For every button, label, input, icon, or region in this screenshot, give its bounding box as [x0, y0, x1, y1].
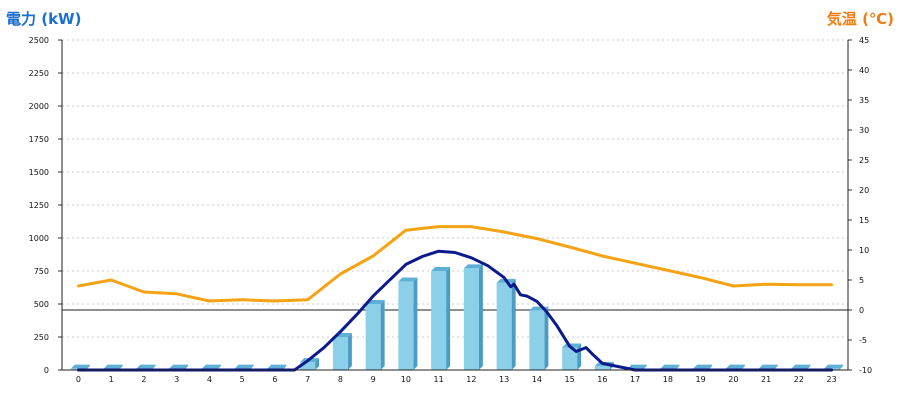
x-tick-label: 11	[434, 375, 444, 384]
x-tick-label: 14	[532, 375, 542, 384]
bar	[365, 304, 381, 370]
x-tick-label: 9	[371, 375, 376, 384]
bar-top	[791, 364, 811, 369]
x-tick-label: 23	[827, 375, 837, 384]
x-tick-label: 17	[630, 375, 640, 384]
bar-side	[446, 267, 451, 370]
x-tick-label: 5	[240, 375, 245, 384]
left-tick-label: 1500	[29, 168, 49, 177]
bar-side	[577, 343, 582, 370]
bar	[431, 271, 447, 370]
bar-top	[70, 364, 90, 369]
bar	[496, 282, 512, 370]
bar	[300, 362, 316, 370]
x-tick-label: 3	[174, 375, 179, 384]
bar-top	[103, 364, 123, 369]
right-tick-label: 5	[859, 276, 864, 285]
bar-top	[725, 364, 745, 369]
grid-layer	[62, 39, 848, 338]
bar	[529, 310, 545, 370]
bar	[398, 281, 414, 370]
bar-top	[136, 364, 156, 369]
x-tick-label: 18	[663, 375, 673, 384]
bar-top	[758, 364, 778, 369]
bar-layer	[70, 264, 844, 370]
bar	[463, 268, 479, 370]
x-tick-label: 6	[272, 375, 277, 384]
x-tick-label: 7	[305, 375, 310, 384]
x-tick-label: 4	[207, 375, 212, 384]
left-tick-label: 1000	[29, 234, 49, 243]
bar-top	[693, 364, 713, 369]
right-tick-label: -5	[859, 336, 867, 345]
right-tick-label: 20	[859, 186, 869, 195]
right-tick-label: 40	[859, 66, 869, 75]
right-tick-label: 0	[859, 306, 864, 315]
right-tick-label: 10	[859, 246, 869, 255]
bar-top	[398, 277, 418, 282]
bar-side	[478, 264, 483, 370]
left-tick-label: 250	[34, 333, 49, 342]
x-tick-label: 13	[499, 375, 509, 384]
bar	[562, 347, 578, 370]
bar	[332, 337, 348, 370]
left-tick-label: 750	[34, 267, 49, 276]
bar-top	[660, 364, 680, 369]
bar-side	[511, 278, 516, 370]
right-tick-label: 45	[859, 36, 869, 45]
bar-side	[315, 358, 320, 370]
right-axis-title: 気温 (℃)	[826, 10, 894, 28]
right-tick-label: 15	[859, 216, 869, 225]
x-tick-label: 15	[565, 375, 575, 384]
x-tick-label: 0	[76, 375, 81, 384]
bar-top	[463, 264, 483, 269]
left-tick-label: 1250	[29, 201, 49, 210]
left-tick-label: 2000	[29, 102, 49, 111]
right-tick-label: 30	[859, 126, 869, 135]
bar-side	[380, 300, 385, 370]
left-tick-label: 0	[44, 366, 49, 375]
bar-side	[347, 333, 352, 370]
x-tick-label: 1	[109, 375, 114, 384]
bar-top	[201, 364, 221, 369]
bar-top	[267, 364, 287, 369]
left-tick-label: 500	[34, 300, 49, 309]
x-tick-label: 21	[761, 375, 771, 384]
right-tick-label: -10	[859, 366, 872, 375]
right-tick-label: 35	[859, 96, 869, 105]
x-tick-label: 12	[466, 375, 476, 384]
x-tick-label: 22	[794, 375, 804, 384]
bar	[594, 366, 610, 370]
bar-top	[234, 364, 254, 369]
line-layer	[76, 225, 834, 372]
x-tick-label: 2	[141, 375, 146, 384]
left-tick-label: 1750	[29, 135, 49, 144]
power-line	[76, 249, 834, 372]
bar-top	[627, 364, 647, 369]
x-tick-label: 10	[401, 375, 411, 384]
x-tick-label: 19	[696, 375, 706, 384]
x-tick-label: 16	[597, 375, 607, 384]
temperature-line	[76, 225, 834, 303]
left-axis-title: 電力 (kW)	[6, 10, 82, 28]
bar-side	[413, 277, 418, 370]
left-tick-label: 2250	[29, 69, 49, 78]
axis-layer: 02505007501000125015001750200022502500-1…	[29, 36, 872, 384]
bar-top	[169, 364, 189, 369]
bar-top	[824, 364, 844, 369]
x-tick-label: 20	[728, 375, 738, 384]
bar-side	[544, 306, 549, 370]
left-tick-label: 2500	[29, 36, 49, 45]
x-tick-label: 8	[338, 375, 343, 384]
bar-top	[431, 267, 451, 271]
right-tick-label: 25	[859, 156, 869, 165]
bar-side	[839, 364, 844, 370]
